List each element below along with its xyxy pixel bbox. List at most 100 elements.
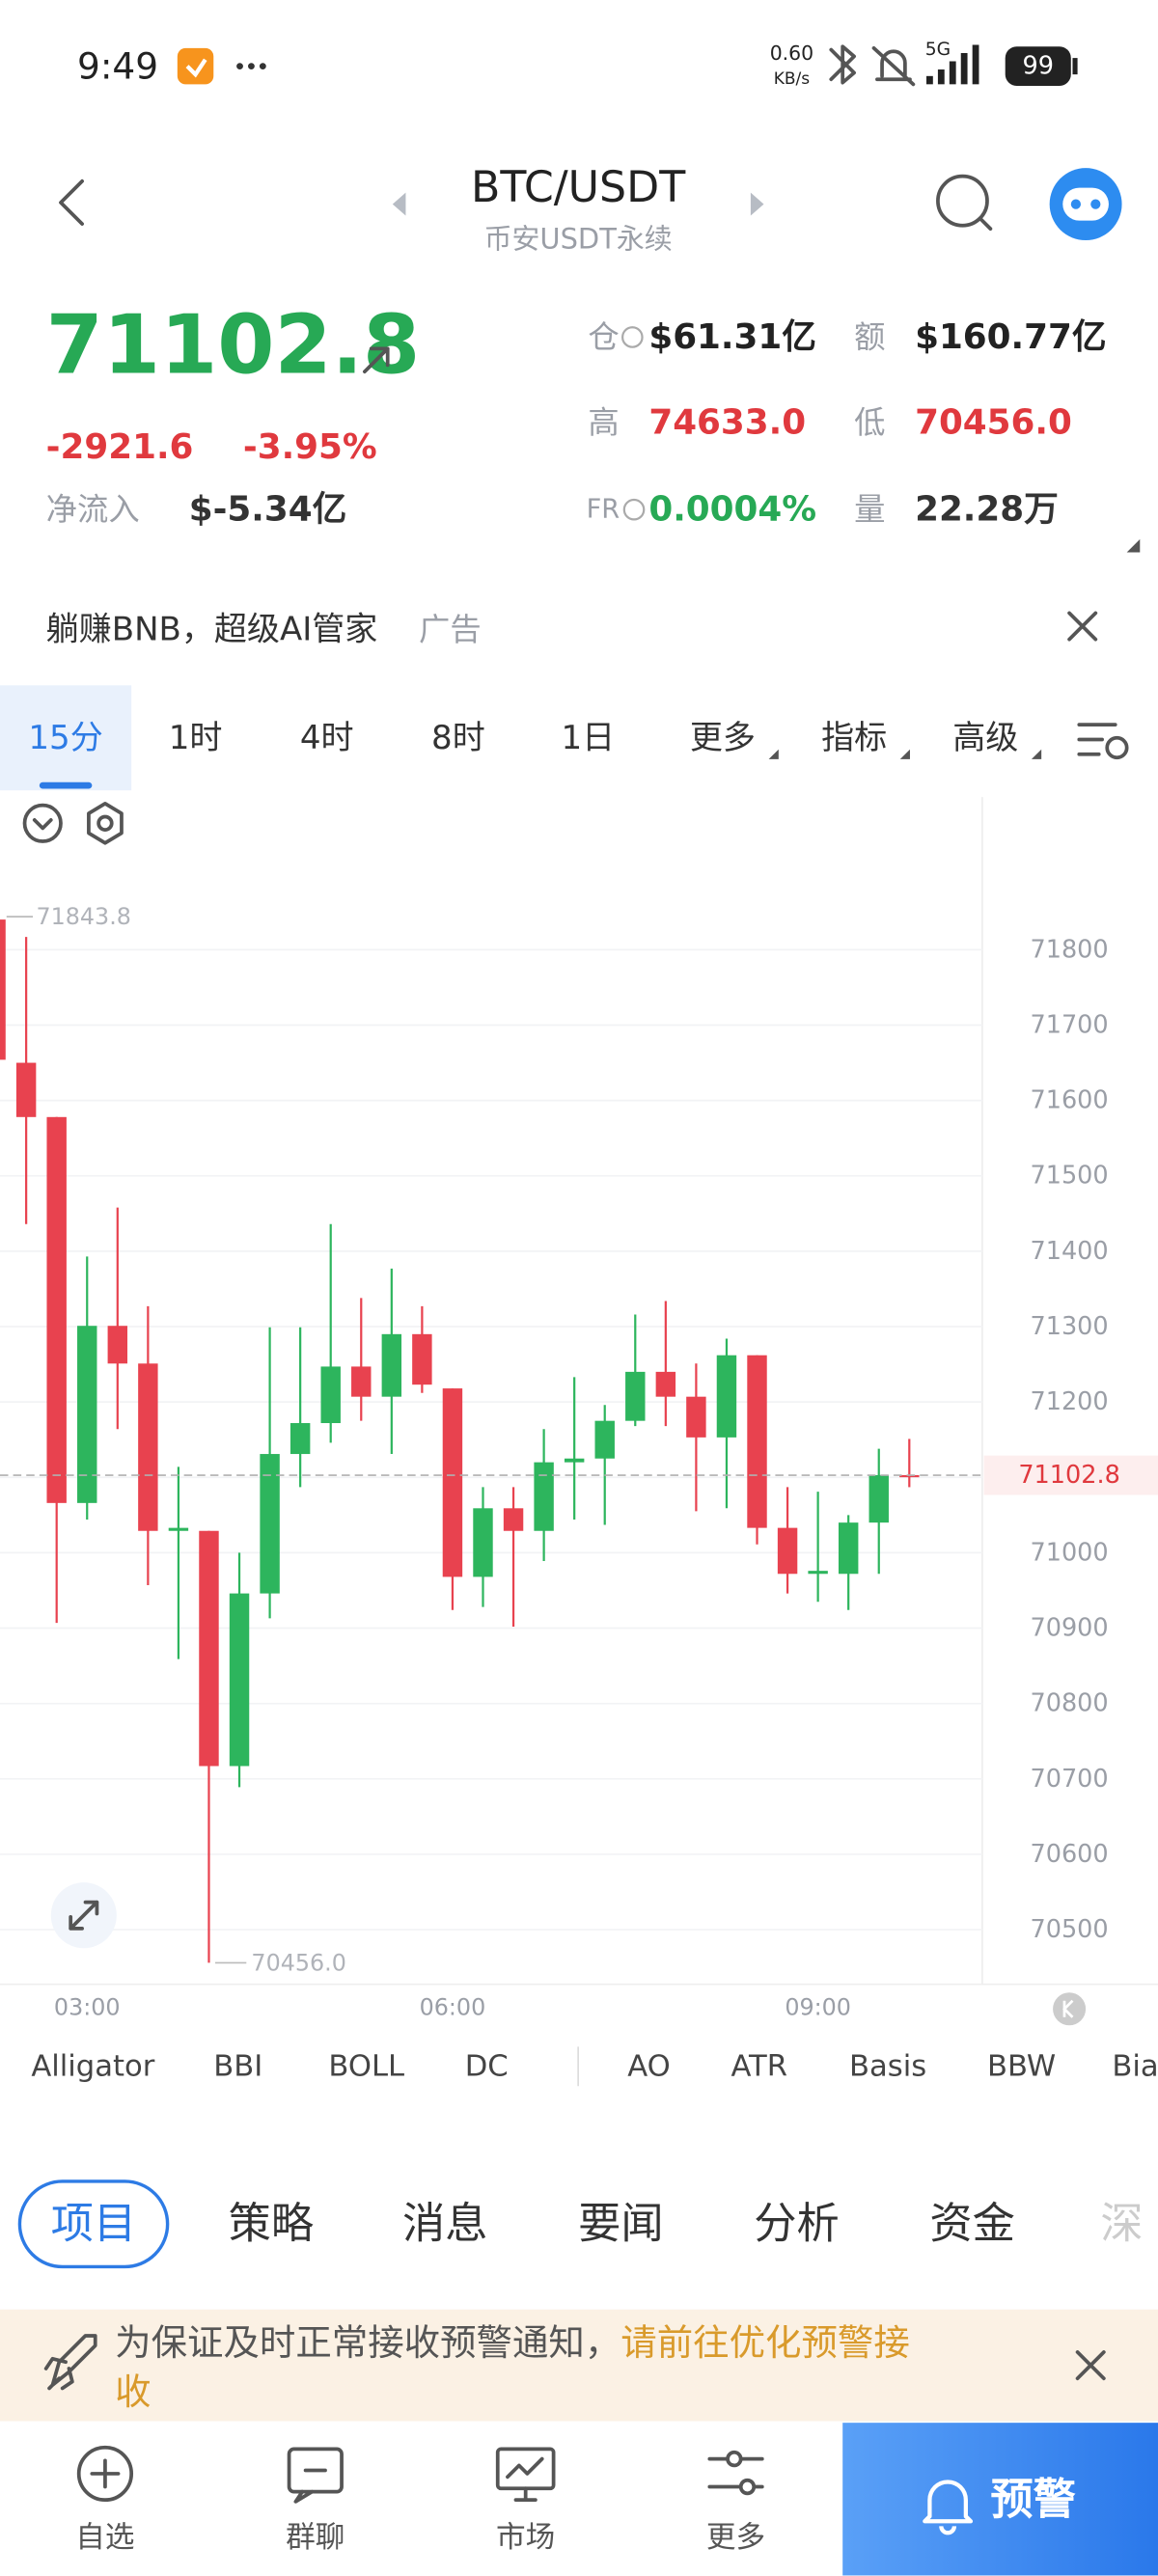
y-tick-label: 71200 [1030,1387,1108,1416]
indicator-tab[interactable]: BOLL [328,2049,404,2083]
nav-label[interactable]: 市场 [496,2521,555,2555]
candle-body [564,1458,585,1463]
y-tick-label: 71400 [1030,1237,1108,1266]
info-icon[interactable] [621,326,644,348]
indicator-bar: Alligator BBI BOLL DC AO ATR Basis BBW Bia [31,2049,1158,2083]
y-tick-label: 71600 [1030,1086,1108,1115]
candle-body [686,1396,706,1438]
y-tick-label: 71500 [1030,1162,1108,1191]
tab-bar: 项目 策略 消息 要闻 分析 资金 深 [51,2200,1144,2249]
chart-settings[interactable] [1077,723,1129,760]
content-tab[interactable]: 策略 [229,2200,315,2249]
notice-text[interactable]: 为保证及时正常接收预警通知，请前往优化预警接 [115,2321,910,2364]
dropdown-caret [768,749,779,759]
candle-body [503,1508,524,1531]
fullscreen-button[interactable] [50,1882,117,1949]
stat-value: 74633.0 [648,402,806,442]
candle-body [442,1388,463,1577]
next-symbol[interactable] [750,192,764,216]
indicator-tab[interactable]: BBW [987,2049,1056,2083]
ad-close[interactable] [1067,611,1098,642]
symbol-title: BTC/USDT [471,163,686,212]
notice-link[interactable]: 请前往优化预警接 [620,2321,910,2364]
assistant-avatar[interactable] [1049,168,1122,241]
nav-label[interactable]: 群聊 [286,2521,345,2555]
bottom-nav [0,2423,843,2576]
nav-label[interactable]: 更多 [706,2521,765,2555]
indicator-tab[interactable]: DC [465,2049,509,2083]
alert-label[interactable]: 预警 [990,2476,1076,2525]
stat-label: 低 [854,404,885,441]
y-tick-label: 70500 [1030,1915,1108,1944]
candle-body [899,1474,920,1478]
interval-tab[interactable]: 8时 [431,719,485,757]
candle-body [655,1371,676,1397]
ad-text[interactable]: 躺赚BNB，超级AI管家 [46,610,378,648]
candle-body [0,919,6,1060]
candle-body [138,1363,158,1531]
net-inflow-label: 净流入 [46,491,140,528]
collapse-button[interactable] [22,803,63,843]
more-dots [236,63,266,70]
y-tick-label: 70700 [1030,1765,1108,1794]
chart-config-button[interactable] [87,802,124,845]
prev-symbol[interactable] [392,192,406,216]
expand-corner[interactable] [1126,538,1141,553]
rocket-icon [43,2334,97,2391]
content-tab[interactable]: 消息 [402,2200,488,2249]
interval-tab[interactable]: 1日 [562,719,616,757]
indicator-tab[interactable]: AO [627,2049,671,2083]
search-button[interactable] [936,174,993,231]
price-change: -2921.6 [46,427,194,467]
indicator-tab[interactable]: BBI [213,2049,262,2083]
interval-tab[interactable]: 更多 [690,719,756,757]
content-tab[interactable]: 项目 [51,2200,137,2249]
nav-icon [495,2447,556,2503]
interval-tab[interactable]: 高级 [952,719,1018,757]
nav-icon [76,2445,134,2503]
scroll-to-latest[interactable] [1053,1992,1087,2026]
stat-value: 70456.0 [915,402,1072,442]
interval-tab[interactable]: 15分 [28,719,102,757]
candle-body [46,1116,67,1503]
bluetooth-icon [829,44,856,85]
content-tab[interactable]: 资金 [929,2200,1015,2249]
indicator-tab[interactable]: ATR [731,2049,787,2083]
content-tab[interactable]: 要闻 [578,2200,664,2249]
candle-body [15,1062,37,1117]
content-tab[interactable]: 分析 [754,2200,840,2249]
nav-icon [707,2450,764,2496]
battery [1005,46,1071,87]
candle-body [412,1333,432,1385]
alert-button[interactable] [842,2423,1158,2576]
stat-value: $61.31亿 [648,317,816,357]
notice-main: 为保证及时正常接收预警通知， [115,2321,620,2364]
info-icon[interactable] [622,498,646,521]
price-trend-arrow [363,346,390,374]
interval-tab[interactable]: 指标 [821,719,887,757]
stat-label: 额 [854,318,885,355]
stat-label: 量 [854,491,885,528]
y-tick-label: 71000 [1030,1538,1108,1567]
interval-tab[interactable]: 1时 [169,719,223,757]
app-icon [177,47,214,85]
interval-tab[interactable]: 4时 [300,719,354,757]
network-type: 5G [925,40,951,60]
candle-body [320,1366,341,1424]
net-speed: 0.60 [770,41,813,65]
candle-body [808,1571,828,1575]
indicator-tab[interactable]: Bia [1112,2049,1158,2083]
nav-label[interactable]: 自选 [75,2521,134,2555]
indicator-tab[interactable]: Basis [849,2049,926,2083]
stat-label: 仓 [588,318,619,355]
notice-link[interactable]: 收 [115,2370,151,2413]
battery-level: 99 [1023,52,1054,81]
notice-close[interactable] [1075,2350,1106,2381]
indicator-tab[interactable]: Alligator [31,2049,154,2083]
max-price-label: 71843.8 [36,903,130,930]
back-button[interactable] [59,178,84,226]
content-tab[interactable]: 深 [1100,2200,1143,2249]
x-tick-label: 09:00 [785,1994,851,2021]
candle-body [777,1527,798,1575]
